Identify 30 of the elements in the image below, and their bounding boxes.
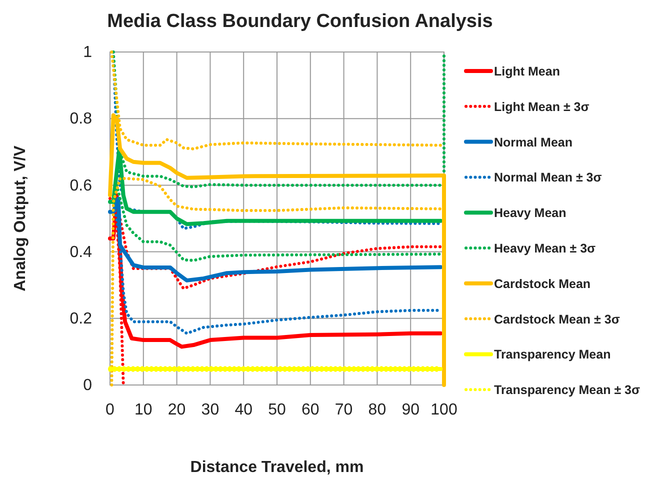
chart-title: Media Class Boundary Confusion Analysis (107, 11, 493, 32)
x-tick-label: 50 (268, 401, 286, 418)
legend-label: Cardstock Mean ± 3σ (494, 312, 620, 326)
y-tick-label: 0.2 (70, 310, 92, 328)
x-tick-label: 100 (430, 401, 458, 418)
x-tick-label: 60 (302, 401, 320, 418)
legend-label: Cardstock Mean (494, 276, 591, 291)
legend-label: Normal Mean (494, 135, 572, 150)
legend-label: Transparency Mean (494, 348, 611, 362)
legend-label: Light Mean (494, 64, 560, 78)
legend-label: Heavy Mean (494, 206, 566, 220)
y-tick-label: 1 (83, 44, 92, 62)
x-tick-label: 80 (368, 401, 386, 418)
x-tick-label: 90 (402, 401, 420, 418)
y-tick-label: 0 (83, 377, 92, 394)
x-tick-label: 10 (134, 401, 152, 418)
legend-label: Light Mean ± 3σ (494, 100, 590, 114)
x-axis-title: Distance Traveled, mm (190, 459, 364, 476)
y-tick-label: 0.6 (70, 177, 92, 194)
y-tick-label: 0.4 (70, 244, 92, 261)
x-tick-label: 0 (106, 401, 115, 418)
x-tick-label: 40 (234, 401, 253, 418)
y-axis-title: Analog Output, V/V (12, 145, 29, 292)
x-tick-label: 30 (201, 401, 220, 418)
x-tick-label: 20 (168, 401, 186, 418)
legend-label: Normal Mean ± 3σ (494, 170, 602, 185)
x-tick-label: 70 (334, 401, 353, 418)
legend-label: Heavy Mean ± 3σ (494, 242, 596, 256)
y-tick-label: 0.8 (70, 110, 92, 128)
legend-label: Transparency Mean ± 3σ (494, 383, 640, 398)
